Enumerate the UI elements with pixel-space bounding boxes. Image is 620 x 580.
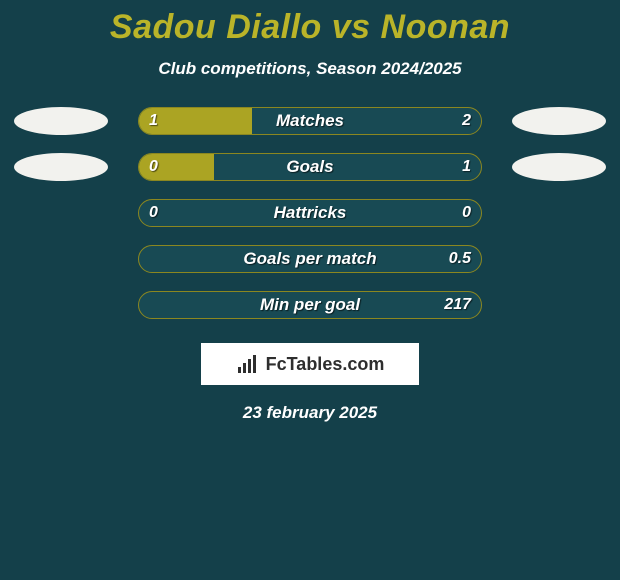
branding-text: FcTables.com <box>266 354 385 375</box>
value-right: 0.5 <box>449 246 471 272</box>
bars-icon <box>236 353 262 375</box>
comparison-chart: 1 Matches 2 0 Goals 1 0 Hattricks 0 <box>0 107 620 319</box>
metric-bar: 0 Goals 1 <box>138 153 482 181</box>
metric-bar: 0 Hattricks 0 <box>138 199 482 227</box>
value-right: 2 <box>462 108 471 134</box>
value-right: 217 <box>444 292 471 318</box>
player-bubble-right <box>512 107 606 135</box>
metric-label: Matches <box>139 108 481 134</box>
player-bubble-right <box>512 153 606 181</box>
metric-label: Goals per match <box>139 246 481 272</box>
metric-row: 1 Matches 2 <box>0 107 620 135</box>
metric-row: Min per goal 217 <box>0 291 620 319</box>
branding-badge: FcTables.com <box>201 343 419 385</box>
subtitle: Club competitions, Season 2024/2025 <box>0 59 620 79</box>
value-right: 0 <box>462 200 471 226</box>
metric-bar: Goals per match 0.5 <box>138 245 482 273</box>
metric-row: 0 Hattricks 0 <box>0 199 620 227</box>
player-bubble-left <box>14 153 108 181</box>
metric-bar: 1 Matches 2 <box>138 107 482 135</box>
player-bubble-left <box>14 107 108 135</box>
metric-row: 0 Goals 1 <box>0 153 620 181</box>
metric-label: Min per goal <box>139 292 481 318</box>
metric-row: Goals per match 0.5 <box>0 245 620 273</box>
metric-label: Hattricks <box>139 200 481 226</box>
date-label: 23 february 2025 <box>0 403 620 423</box>
value-right: 1 <box>462 154 471 180</box>
page-title: Sadou Diallo vs Noonan <box>0 0 620 47</box>
metric-label: Goals <box>139 154 481 180</box>
metric-bar: Min per goal 217 <box>138 291 482 319</box>
